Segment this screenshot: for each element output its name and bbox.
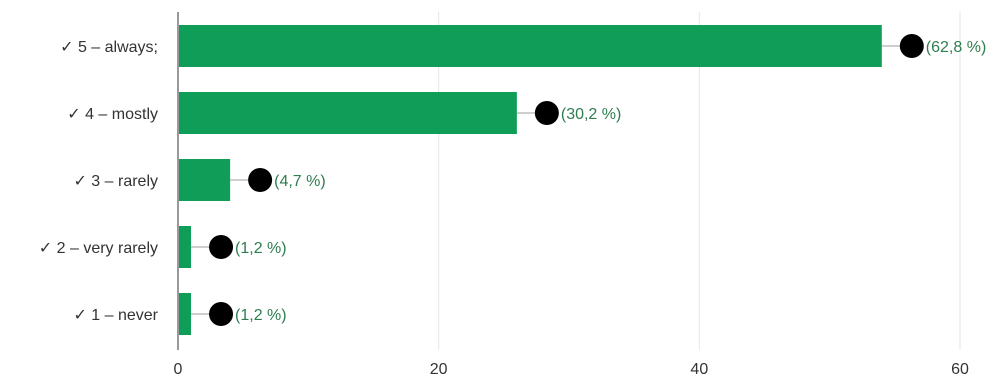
x-tick-label-0: 0 xyxy=(174,361,183,378)
category-label-5: ✓ 1 – never xyxy=(73,307,158,324)
grid-layer xyxy=(438,12,961,350)
data-label-4: (1,2 %) xyxy=(235,240,287,257)
bar-5 xyxy=(179,293,192,335)
data-label-2: (30,2 %) xyxy=(561,106,621,123)
bar-2 xyxy=(179,92,517,134)
category-label-3: ✓ 3 – rarely xyxy=(73,173,158,190)
x-tick-label-60: 60 xyxy=(951,361,969,378)
marker-1 xyxy=(899,34,924,58)
category-label-2: ✓ 4 – mostly xyxy=(67,106,158,123)
data-label-5: (1,2 %) xyxy=(235,307,287,324)
bar-3 xyxy=(179,159,231,201)
bar-layer xyxy=(179,25,912,335)
x-tick-label-20: 20 xyxy=(430,361,448,378)
marker-4 xyxy=(209,235,234,259)
category-label-1: ✓ 5 – always; xyxy=(60,39,158,56)
marker-2 xyxy=(534,101,559,125)
bar-4 xyxy=(179,226,192,268)
label-layer: ✓ 5 – always; (62,8 %) ✓ 4 – mostly (30,2 %… xyxy=(39,34,986,326)
data-label-1: (62,8 %) xyxy=(926,39,986,56)
x-tick-label-40: 40 xyxy=(690,361,708,378)
data-label-3: (4,7 %) xyxy=(274,173,326,190)
axis-layer: 0 20 40 60 xyxy=(174,12,969,378)
marker-3 xyxy=(248,168,273,192)
marker-5 xyxy=(209,302,234,326)
bar-1 xyxy=(179,25,882,67)
category-label-4: ✓ 2 – very rarely xyxy=(39,240,158,257)
